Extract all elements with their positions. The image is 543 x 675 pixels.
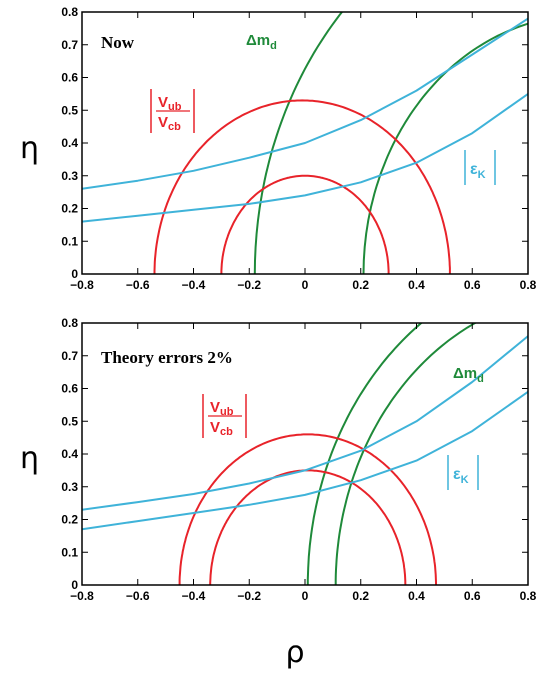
- dmd-circle-1: [306, 323, 423, 585]
- epsk-curve-2: [82, 335, 528, 511]
- panel-1-epsk-label: εK: [464, 150, 496, 185]
- epsk-curve-1: [82, 93, 528, 223]
- y-tick-label: 0.6: [61, 71, 78, 85]
- y-tick-label: 0.2: [61, 202, 78, 216]
- panel-2: −0.8 −0.6 −0.4 −0.2 0 0.2 0.4 0.6 0.8 0 0.1 0.2 0.3 0…: [20, 316, 537, 603]
- panel-2-vub-label: Vub Vcb: [202, 394, 247, 438]
- x-tick-label: 0: [302, 278, 309, 292]
- panel-1-title: Now: [101, 33, 135, 52]
- panel-1: −0.8 −0.6 −0.4 −0.2 0 0.2 0.4 0.6 0.8 0 0.1 0.2 0.3 0…: [20, 5, 537, 292]
- x-axis-label: ρ: [285, 635, 304, 670]
- x-tick-label: 0.4: [408, 589, 425, 603]
- panel-2-frame: [81, 322, 529, 586]
- y-tick-label: 0.4: [61, 136, 78, 150]
- panel-2-curves: [82, 323, 528, 585]
- panel-1-dmd-label: Δmd: [246, 32, 277, 52]
- x-tick-label: 0.4: [408, 278, 425, 292]
- x-tick-label: −0.6: [126, 278, 150, 292]
- dmd-circle-2: [334, 323, 478, 585]
- x-tick-label: 0.2: [352, 589, 369, 603]
- panel-2-ticks: −0.8 −0.6 −0.4 −0.2 0 0.2 0.4 0.6 0.8 0 0.1 0.2 0.3 0…: [61, 316, 536, 603]
- y-tick-label: 0: [71, 267, 78, 281]
- panel-2-vub-denominator: Vcb: [210, 419, 233, 438]
- panel-1-vub-numerator: Vub: [158, 94, 182, 113]
- panel-2-vub-numerator: Vub: [210, 399, 234, 418]
- x-tick-label: 0: [302, 589, 309, 603]
- panel-1-y-axis-label: η: [20, 131, 39, 166]
- dmd-circle-2: [362, 22, 528, 274]
- x-tick-label: −0.8: [70, 589, 94, 603]
- y-tick-label: 0.2: [61, 513, 78, 527]
- x-tick-label: −0.8: [70, 278, 94, 292]
- y-tick-label: 0.1: [61, 545, 78, 559]
- y-tick-label: 0.8: [61, 5, 78, 19]
- panel-1-ticks: −0.8 −0.6 −0.4 −0.2 0 0.2 0.4 0.6 0.8 0 0.1 0.2 0.3 0…: [61, 5, 536, 292]
- x-tick-label: 0.8: [520, 278, 537, 292]
- panel-1-frame: [81, 11, 529, 275]
- panel-1-vub-denominator: Vcb: [158, 114, 181, 133]
- x-tick-label: −0.6: [126, 589, 150, 603]
- panel-2-title: Theory errors 2%: [101, 348, 233, 367]
- panel-1-marks: [82, 12, 528, 274]
- x-tick-label: −0.2: [237, 589, 261, 603]
- y-tick-label: 0: [71, 578, 78, 592]
- x-tick-label: 0.6: [464, 278, 481, 292]
- vub-circle-1: [178, 433, 437, 585]
- x-tick-label: −0.4: [182, 589, 206, 603]
- panel-2-dmd-label: Δmd: [453, 365, 484, 385]
- epsk-curve-2: [82, 17, 528, 190]
- x-tick-label: −0.2: [237, 278, 261, 292]
- vub-circle-2: [153, 99, 451, 274]
- y-tick-label: 0.4: [61, 447, 78, 461]
- panel-2-epsk-text: εK: [453, 466, 469, 486]
- x-tick-label: 0.2: [352, 278, 369, 292]
- panel-2-marks: [82, 323, 528, 585]
- y-tick-label: 0.3: [61, 480, 78, 494]
- y-tick-label: 0.5: [61, 103, 78, 117]
- y-tick-label: 0.7: [61, 38, 78, 52]
- panel-1-curves: [82, 12, 528, 274]
- panel-2-epsk-label: εK: [447, 455, 479, 490]
- y-tick-label: 0.1: [61, 234, 78, 248]
- y-tick-label: 0.8: [61, 316, 78, 330]
- panel-2-y-axis-label: η: [20, 441, 39, 476]
- y-tick-label: 0.7: [61, 349, 78, 363]
- y-tick-label: 0.3: [61, 169, 78, 183]
- epsk-curve-1: [82, 390, 528, 531]
- vub-circle-1: [220, 174, 390, 274]
- y-tick-label: 0.6: [61, 382, 78, 396]
- panel-1-epsk-text: εK: [470, 161, 486, 181]
- dmd-circle-1: [253, 12, 344, 274]
- x-tick-label: −0.4: [182, 278, 206, 292]
- panel-1-vub-label: Vub Vcb: [150, 89, 195, 133]
- x-tick-label: 0.8: [520, 589, 537, 603]
- x-tick-label: 0.6: [464, 589, 481, 603]
- y-tick-label: 0.5: [61, 414, 78, 428]
